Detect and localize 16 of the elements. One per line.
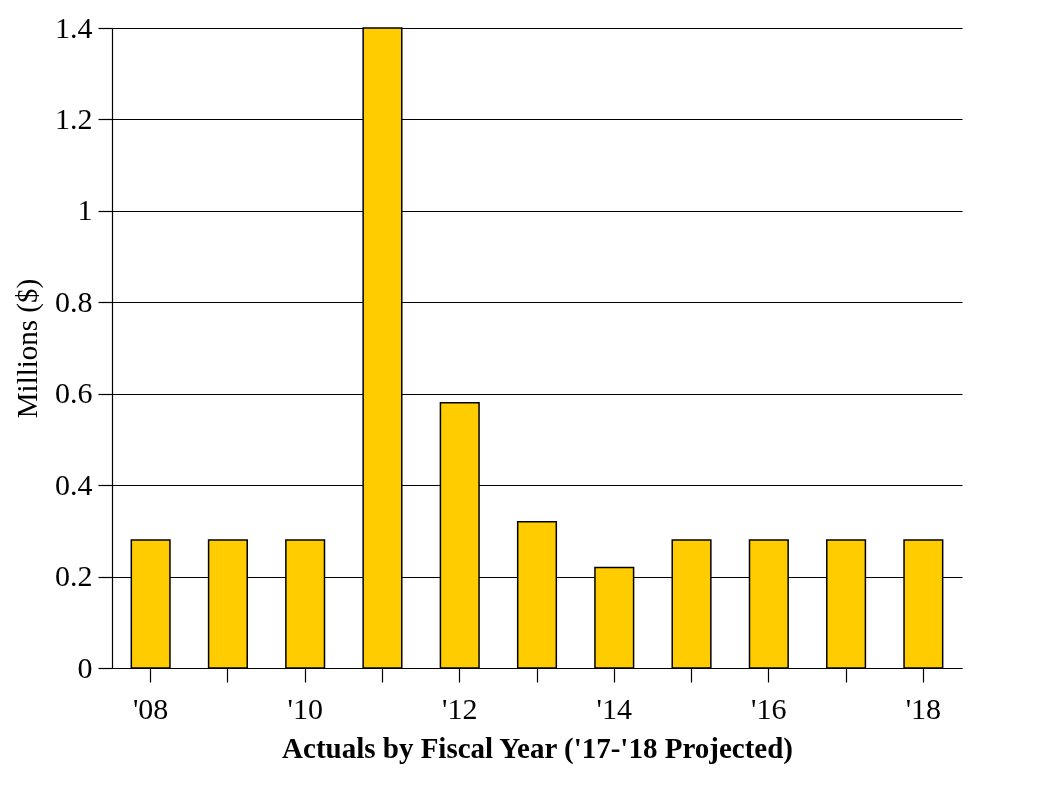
y-axis-title: Millions ($) [11, 278, 44, 419]
y-tick-label: 1 [77, 193, 93, 227]
x-tick-label: '10 [287, 691, 323, 725]
x-tick-label: '12 [442, 691, 478, 725]
x-tick-label: '16 [751, 691, 787, 725]
y-tick-label: 1.4 [55, 10, 93, 44]
x-tick-label: '18 [905, 691, 942, 725]
y-tick-label: 0.2 [55, 559, 93, 593]
y-tick-label: 1.2 [55, 101, 93, 135]
y-tick-label: 0.8 [55, 284, 93, 318]
x-axis-title: Actuals by Fiscal Year ('17-'18 Projected) [282, 731, 793, 765]
y-tick-label: 0 [77, 650, 93, 684]
y-tick-label: 0.4 [55, 467, 93, 501]
x-tick-label: '08 [132, 691, 169, 725]
y-tick-label: 0.6 [55, 376, 93, 410]
x-tick-label: '14 [596, 691, 632, 725]
